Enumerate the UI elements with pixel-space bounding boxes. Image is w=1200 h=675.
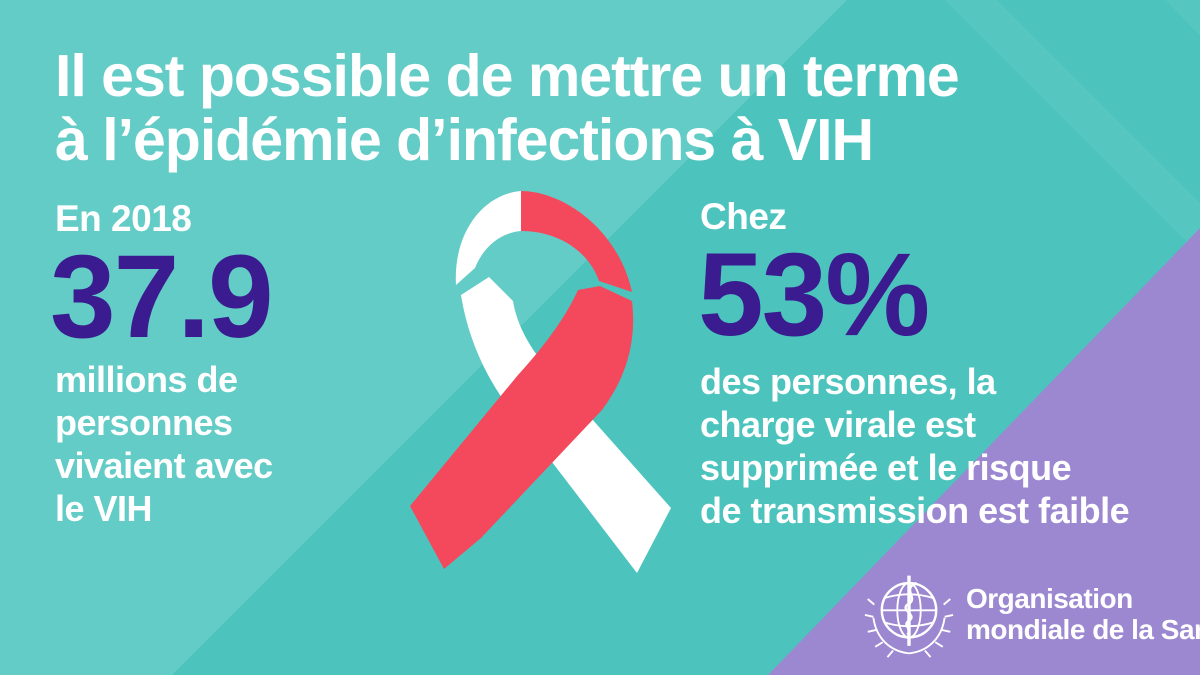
who-wordmark-line-1: Organisation — [966, 583, 1133, 614]
awareness-ribbon-icon — [410, 191, 671, 573]
left-stat-intro: En 2018 — [55, 198, 192, 239]
ribbon-red-band — [410, 286, 634, 569]
page-title: Il est possible de mettre un terme à l’é… — [55, 44, 1175, 172]
ribbon-arc-red — [521, 191, 632, 292]
left-stat-value: 37.9 — [50, 231, 274, 363]
right-stat-value: 53% — [698, 229, 930, 361]
right-stat-description: des personnes, la charge virale est supp… — [700, 361, 1130, 531]
purple-corner-triangle — [768, 228, 1200, 675]
title-line-1: Il est possible de mettre un terme — [55, 43, 960, 109]
who-wordmark: Organisation mondiale de la Santé — [966, 583, 1200, 645]
title-line-2: à l’épidémie d’infections à VIH — [55, 107, 874, 173]
who-footer: Organisation mondiale de la Santé — [864, 568, 1200, 660]
left-stat-description: millions de personnes vivaient avec le V… — [55, 359, 273, 529]
light-stripe-accent — [945, 0, 1200, 255]
right-stat-intro: Chez — [700, 196, 787, 237]
who-wordmark-line-2: mondiale de la Santé — [966, 614, 1200, 645]
light-corner-accent — [1166, 0, 1200, 36]
who-emblem-icon — [864, 575, 954, 658]
ribbon-arc-white — [455, 191, 521, 285]
light-diagonal-overlay — [0, 0, 847, 675]
